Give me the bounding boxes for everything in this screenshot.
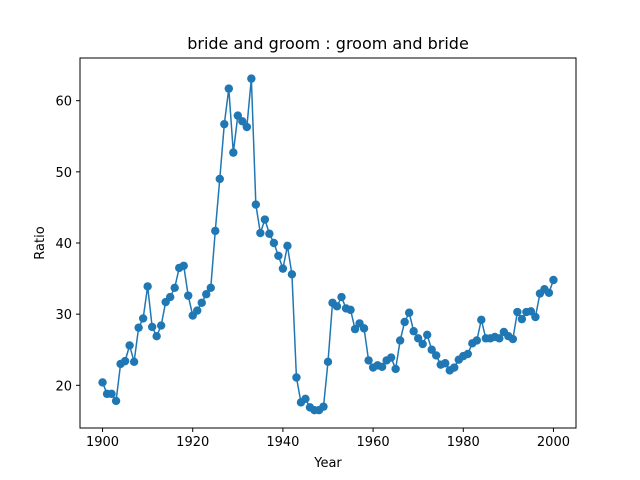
data-point	[242, 122, 252, 132]
data-point	[120, 356, 130, 366]
data-point	[125, 341, 134, 350]
data-point	[269, 238, 279, 248]
data-point	[301, 394, 310, 404]
data-point	[107, 389, 116, 399]
data-point	[531, 312, 540, 322]
data-point	[364, 356, 373, 365]
data-point	[233, 111, 243, 120]
y-tick-label: 60	[55, 95, 72, 110]
data-point	[143, 282, 152, 291]
data-point	[432, 351, 441, 360]
data-point	[292, 373, 301, 382]
x-tick-label: 1940	[266, 435, 299, 450]
data-point	[206, 283, 215, 293]
data-point	[359, 324, 369, 333]
data-point	[247, 74, 256, 83]
plot-area	[98, 74, 558, 415]
data-point	[229, 148, 238, 157]
data-point	[418, 339, 427, 349]
chart-title: bride and groom : groom and bride	[187, 34, 469, 53]
data-point	[215, 174, 224, 184]
data-point	[211, 226, 220, 236]
data-point	[278, 264, 288, 273]
data-point	[319, 402, 328, 411]
data-point	[463, 349, 472, 359]
y-tick-label: 20	[55, 379, 72, 394]
data-point	[377, 362, 387, 372]
data-point	[517, 314, 527, 324]
data-point	[391, 364, 400, 374]
data-point	[134, 323, 143, 332]
x-axis-label: Year	[313, 456, 342, 471]
data-point	[413, 334, 423, 343]
data-point	[152, 332, 161, 341]
data-point	[332, 302, 342, 311]
data-point	[156, 321, 166, 330]
data-point	[274, 251, 283, 261]
data-point	[477, 315, 486, 325]
data-point	[265, 229, 274, 238]
y-tick-label: 50	[55, 166, 72, 181]
data-point	[224, 84, 233, 93]
data-point	[238, 117, 247, 126]
x-tick-label: 1920	[176, 435, 209, 450]
data-point	[256, 228, 265, 238]
data-point	[508, 334, 518, 344]
data-point	[427, 345, 436, 354]
x-tick-label: 1900	[86, 435, 119, 450]
data-point	[202, 290, 211, 299]
y-axis-label: Ratio	[33, 226, 48, 259]
data-point	[193, 306, 202, 315]
data-point	[441, 359, 450, 368]
data-point	[526, 307, 536, 316]
data-point	[404, 308, 414, 317]
data-point	[287, 270, 297, 279]
x-tick-label: 2000	[537, 435, 570, 450]
data-point	[197, 298, 206, 307]
data-point	[260, 215, 270, 224]
data-point	[423, 330, 432, 339]
data-point	[323, 357, 333, 367]
data-point	[350, 324, 360, 334]
data-point	[147, 322, 157, 332]
data-point	[170, 283, 179, 293]
data-point	[409, 327, 418, 336]
data-point	[450, 363, 459, 372]
x-axis: 1900 1920 1940 1960 1980 2000	[86, 428, 570, 450]
y-tick-label: 30	[55, 308, 72, 323]
data-point	[129, 357, 139, 367]
data-point	[184, 291, 193, 300]
data-point	[98, 378, 107, 387]
data-point	[513, 307, 522, 317]
data-point	[395, 336, 405, 345]
data-point	[283, 241, 292, 251]
data-point	[220, 119, 229, 129]
data-point	[549, 275, 558, 285]
data-point	[111, 396, 121, 406]
y-tick-label: 40	[55, 237, 72, 252]
data-point	[472, 336, 481, 345]
y-axis: 20 30 40 50 60	[55, 95, 80, 394]
data-point	[165, 292, 175, 302]
data-point	[251, 200, 261, 209]
data-point	[346, 305, 355, 315]
x-tick-label: 1980	[447, 435, 480, 450]
data-point	[400, 317, 409, 327]
data-point	[179, 261, 188, 270]
data-point	[495, 334, 504, 343]
data-point	[138, 314, 148, 323]
x-tick-label: 1960	[357, 435, 390, 450]
data-point	[386, 353, 396, 362]
data-point	[544, 288, 554, 298]
data-point	[337, 292, 346, 302]
